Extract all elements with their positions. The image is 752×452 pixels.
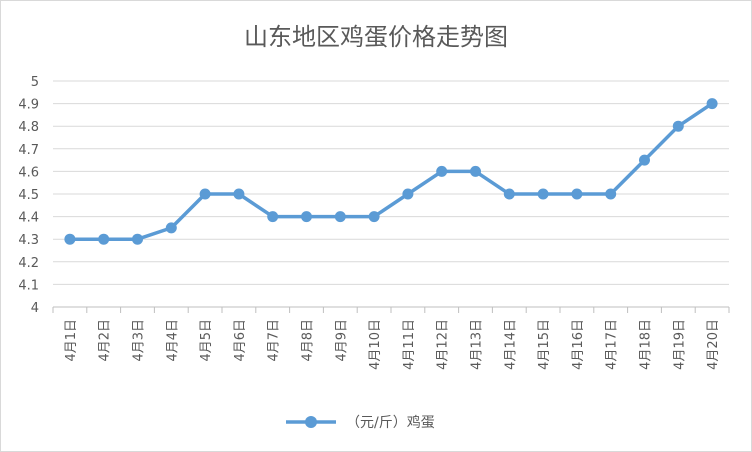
x-tick-label: 4月6日 xyxy=(233,319,248,362)
data-point xyxy=(98,233,110,245)
y-tick-label: 4.8 xyxy=(18,120,39,135)
data-point xyxy=(605,188,617,200)
x-tick-label: 4月11日 xyxy=(402,319,417,370)
data-point xyxy=(132,233,143,245)
data-point xyxy=(64,233,76,245)
x-tick-label: 4月16日 xyxy=(571,319,586,370)
x-tick-label: 4月5日 xyxy=(199,319,214,362)
y-tick-label: 4.1 xyxy=(18,278,39,293)
x-tick-label: 4月19日 xyxy=(672,319,687,370)
y-tick-label: 4.4 xyxy=(18,211,39,226)
y-tick-label: 4.3 xyxy=(18,233,39,248)
data-point xyxy=(301,211,312,223)
x-tick-label: 4月20日 xyxy=(706,319,721,370)
data-point xyxy=(706,98,718,110)
x-tick-label: 4月18日 xyxy=(639,319,654,370)
data-point xyxy=(199,188,211,200)
legend-marker xyxy=(305,416,317,428)
y-tick-label: 4.6 xyxy=(18,165,39,180)
series-layer xyxy=(64,98,718,245)
data-point xyxy=(233,188,245,200)
data-point xyxy=(503,188,515,200)
data-point xyxy=(402,188,414,200)
x-tick-label: 4月8日 xyxy=(301,319,316,362)
data-point xyxy=(368,211,380,223)
y-tick-label: 4.2 xyxy=(18,256,39,271)
gridlines xyxy=(52,80,730,313)
data-point xyxy=(672,120,684,132)
legend: （元/斤）鸡蛋 xyxy=(286,414,435,431)
y-tick-label: 4.5 xyxy=(18,188,39,203)
y-tick-label: 4 xyxy=(31,301,39,316)
x-tick-label: 4月14日 xyxy=(503,319,518,370)
data-point xyxy=(639,154,650,166)
x-axis-ticks: 4月1日 4月2日 4月3日 4月4日 4月5日 4月6日 4月7日 4月8日 4月9日 4月10… xyxy=(64,319,721,370)
y-tick-label: 5 xyxy=(31,75,39,90)
x-tick-label: 4月3日 xyxy=(132,319,147,362)
data-point xyxy=(436,165,448,177)
x-tick-label: 4月1日 xyxy=(64,319,79,362)
x-tick-label: 4月13日 xyxy=(470,319,485,370)
x-tick-label: 4月12日 xyxy=(436,319,451,370)
data-point xyxy=(267,211,279,223)
legend-label: （元/斤）鸡蛋 xyxy=(346,414,435,431)
data-point xyxy=(470,165,481,177)
data-point xyxy=(537,188,549,200)
x-tick-label: 4月15日 xyxy=(537,319,552,370)
y-tick-label: 4.9 xyxy=(18,98,39,113)
chart-title: 山东地区鸡蛋价格走势图 xyxy=(244,23,508,51)
x-tick-label: 4月17日 xyxy=(605,319,620,370)
y-axis-ticks: 4 4.1 4.2 4.3 4.4 4.5 4.6 4.7 4.8 4.9 5 xyxy=(18,75,39,316)
data-point xyxy=(165,222,177,234)
x-tick-label: 4月2日 xyxy=(98,319,113,362)
series-line xyxy=(68,101,714,241)
data-point xyxy=(571,188,583,200)
x-tick-label: 4月10日 xyxy=(368,319,383,370)
x-tick-label: 4月4日 xyxy=(165,319,180,362)
y-tick-label: 4.7 xyxy=(18,143,39,158)
data-point xyxy=(334,211,346,223)
x-tick-label: 4月9日 xyxy=(334,319,349,362)
x-tick-label: 4月7日 xyxy=(267,319,282,362)
